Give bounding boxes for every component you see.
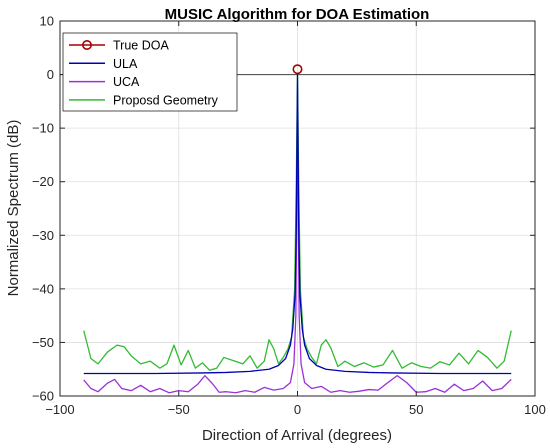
- x-tick-label: −100: [45, 402, 74, 417]
- true-doa-marker: [292, 64, 303, 75]
- y-axis-title: Normalized Spectrum (dB): [5, 120, 22, 297]
- y-tick-labels: 10 0 −10 −20 −30 −40 −50 −60: [32, 14, 54, 404]
- chart-title: MUSIC Algorithm for DOA Estimation: [165, 6, 430, 23]
- uca-line: [83, 116, 512, 394]
- ula-line: [83, 73, 512, 375]
- y-tick-label: −50: [32, 335, 54, 350]
- legend-label-true-doa: True DOA: [113, 39, 169, 53]
- x-tick-labels: −100 −50 0 50 100: [45, 402, 546, 417]
- legend-box: [62, 32, 238, 112]
- legend: True DOA ULA UCA Proposd Geometry: [62, 32, 238, 112]
- legend-label-uca: UCA: [113, 75, 140, 89]
- y-tick-label: 10: [40, 14, 54, 29]
- legend-label-proposd-geometry: Proposd Geometry: [113, 93, 219, 107]
- y-tick-label: −60: [32, 389, 54, 404]
- x-tick-label: 50: [409, 402, 423, 417]
- y-tick-label: −10: [32, 121, 54, 136]
- y-tick-label: 0: [47, 67, 54, 82]
- x-axis-title: Direction of Arrival (degrees): [202, 427, 392, 444]
- y-tick-label: −40: [32, 281, 54, 296]
- legend-label-ula: ULA: [113, 57, 138, 71]
- x-tick-label: −50: [168, 402, 190, 417]
- series-layer: [83, 64, 512, 394]
- tick-marks: [59, 20, 536, 397]
- x-tick-label: 100: [524, 402, 546, 417]
- legend-marker-true-doa: [82, 39, 93, 50]
- x-tick-label: 0: [294, 402, 301, 417]
- y-tick-label: −30: [32, 228, 54, 243]
- legend-items: True DOA ULA UCA Proposd Geometry: [69, 39, 219, 107]
- y-tick-label: −20: [32, 174, 54, 189]
